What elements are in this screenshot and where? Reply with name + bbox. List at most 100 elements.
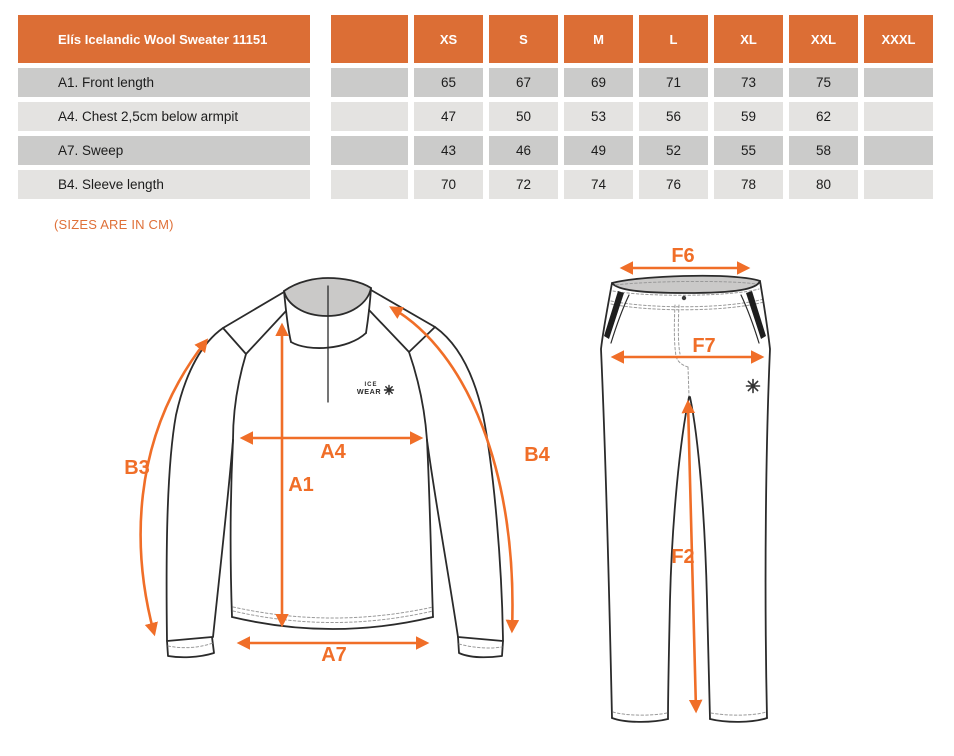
table-row: A4. Chest 2,5cm below armpit 47 50 53 56… [18, 102, 933, 131]
size-value [864, 102, 933, 131]
icewear-logo: ICE WEAR [357, 382, 395, 396]
left-leg-hem [611, 717, 669, 723]
row-blank-cell [331, 136, 408, 165]
table-row: A7. Sweep 43 46 49 52 55 58 [18, 136, 933, 165]
size-value: 46 [489, 136, 558, 165]
arrow-f2 [681, 399, 703, 714]
size-col-header-s: S [489, 15, 558, 63]
right-cuff [457, 636, 504, 659]
measurement-arrows [139, 261, 765, 714]
hem [231, 616, 434, 630]
row-label: B4. Sleeve length [18, 170, 310, 199]
size-col-header-xxxl: XXXL [864, 15, 933, 63]
size-value: 59 [714, 102, 783, 131]
arrow-b3 [139, 338, 209, 637]
size-col-header-m: M [564, 15, 633, 63]
logo-text-wear: WEAR [357, 387, 382, 396]
size-value: 73 [714, 68, 783, 97]
row-label: A4. Chest 2,5cm below armpit [18, 102, 310, 131]
collar-right-edge [365, 287, 372, 334]
size-value [864, 136, 933, 165]
right-leg-hem [709, 717, 768, 723]
row-blank-cell [331, 68, 408, 97]
size-value: 43 [414, 136, 483, 165]
left-shoulder-seam [222, 291, 287, 355]
right-sleeve-outer [434, 326, 504, 642]
pants-outer-left [600, 282, 613, 719]
size-col-header-xl: XL [714, 15, 783, 63]
size-value: 65 [414, 68, 483, 97]
right-cuff-stitch [458, 643, 503, 649]
logo-text-ice: ICE [364, 382, 377, 388]
size-value: 70 [414, 170, 483, 199]
table-row: B4. Sleeve length 70 72 74 76 78 80 [18, 170, 933, 199]
label-f2: F2 [671, 546, 694, 568]
size-value: 78 [714, 170, 783, 199]
size-table: Elís Icelandic Wool Sweater 11151 XS S M… [18, 15, 933, 199]
sizes-in-cm-note: (SIZES ARE IN CM) [54, 217, 174, 232]
left-pocket-slash [604, 291, 624, 339]
waistband-stitch [610, 298, 765, 311]
size-value: 72 [489, 170, 558, 199]
size-value: 69 [564, 68, 633, 97]
label-a7: A7 [321, 644, 347, 666]
left-sleeve-inner [212, 439, 234, 638]
right-armhole-seam [408, 351, 428, 441]
waistband-top [611, 274, 761, 294]
size-value: 76 [639, 170, 708, 199]
label-b3: B3 [124, 457, 150, 479]
waist-button [681, 295, 687, 301]
left-cuff-stitch [167, 642, 214, 649]
pants-drawing [600, 274, 771, 723]
collar-left-edge [283, 290, 292, 343]
size-value: 47 [414, 102, 483, 131]
size-value: 80 [789, 170, 858, 199]
pants-outer-right [759, 280, 771, 719]
right-shoulder-seam [368, 289, 436, 353]
header-blank-cell [331, 15, 408, 63]
size-value: 75 [789, 68, 858, 97]
hem-stitch [232, 606, 434, 623]
size-value [864, 170, 933, 199]
label-a4: A4 [320, 441, 346, 463]
snowflake-logo-icon [745, 378, 761, 394]
left-leg-hem-stitch [612, 711, 668, 716]
size-value: 50 [489, 102, 558, 131]
left-pocket-line [610, 294, 630, 344]
size-value: 56 [639, 102, 708, 131]
measurement-labels: B3 A4 A1 A7 B4 F6 F7 F2 [124, 245, 715, 666]
table-header-row: Elís Icelandic Wool Sweater 11151 XS S M… [18, 15, 933, 63]
arrow-b4 [389, 306, 520, 634]
label-f7: F7 [692, 335, 715, 357]
left-sleeve-outer [165, 327, 224, 642]
right-pocket-slash [746, 291, 766, 339]
size-value: 52 [639, 136, 708, 165]
measurement-diagrams: ICE WEAR [124, 245, 771, 723]
table-title: Elís Icelandic Wool Sweater 11151 [18, 15, 310, 63]
size-value [864, 68, 933, 97]
waistband-top-stitch [612, 280, 760, 296]
size-value: 55 [714, 136, 783, 165]
table-row: A1. Front length 65 67 69 71 73 75 [18, 68, 933, 97]
size-value: 74 [564, 170, 633, 199]
right-pocket-line [740, 294, 760, 344]
label-b4: B4 [524, 444, 550, 466]
size-value: 58 [789, 136, 858, 165]
size-col-header-xs: XS [414, 15, 483, 63]
label-f6: F6 [671, 245, 694, 267]
row-blank-cell [331, 102, 408, 131]
left-cuff [166, 636, 215, 659]
size-value: 67 [489, 68, 558, 97]
size-value: 53 [564, 102, 633, 131]
size-col-header-xxl: XXL [789, 15, 858, 63]
row-label: A1. Front length [18, 68, 310, 97]
label-a1: A1 [288, 474, 314, 496]
size-value: 62 [789, 102, 858, 131]
left-armhole-seam [232, 353, 247, 441]
size-value: 49 [564, 136, 633, 165]
fly-stitch [673, 304, 690, 397]
size-col-header-l: L [639, 15, 708, 63]
size-value: 71 [639, 68, 708, 97]
sweater-drawing: ICE WEAR [165, 277, 504, 659]
